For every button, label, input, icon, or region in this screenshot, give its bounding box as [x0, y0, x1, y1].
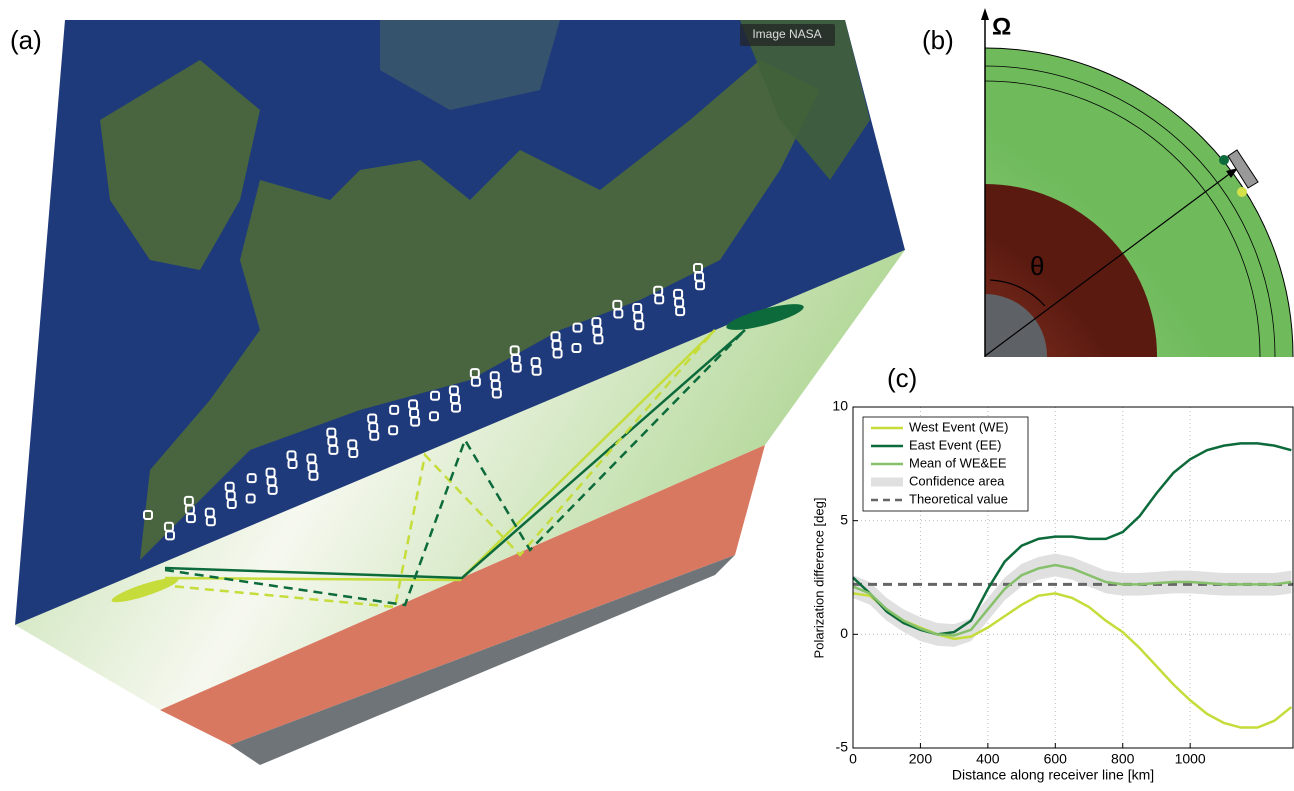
legend-label: East Event (EE) [909, 437, 1001, 452]
angle-symbol: θ [1030, 251, 1044, 281]
credit: Image NASA [752, 27, 821, 41]
x-tick-label: 0 [849, 751, 857, 767]
marker [1237, 187, 1247, 197]
y-tick-label: 0 [840, 625, 848, 641]
panel-label: (c) [887, 363, 917, 393]
y-tick-label: 5 [840, 511, 848, 527]
y-tick-label: -5 [836, 739, 849, 755]
panel-a: Image NASA (a) [10, 20, 905, 765]
legend-label: Theoretical value [909, 491, 1008, 506]
panel-label: (a) [10, 25, 42, 55]
x-tick-label: 400 [976, 751, 1000, 767]
y-tick-label: 10 [832, 398, 848, 414]
arrow-head [981, 8, 989, 20]
legend-label: Confidence area [909, 473, 1005, 488]
y-axis-label: Polarization difference [deg] [811, 498, 826, 659]
x-tick-label: 1000 [1175, 751, 1206, 767]
axis-symbol: Ω [992, 13, 1011, 40]
marker [1219, 155, 1229, 165]
x-axis-label: Distance along receiver line [km] [952, 767, 1154, 783]
panel-label: (b) [922, 25, 954, 55]
x-tick-label: 600 [1044, 751, 1068, 767]
chart: Distance along receiver line [km] Polari… [811, 398, 1293, 783]
legend-label: West Event (WE) [909, 419, 1008, 434]
figure: Image NASA (a) θ Ω [0, 0, 1294, 786]
x-tick-label: 800 [1111, 751, 1135, 767]
x-tick-label: 200 [909, 751, 933, 767]
legend-label: Mean of WE&EE [909, 455, 1007, 470]
